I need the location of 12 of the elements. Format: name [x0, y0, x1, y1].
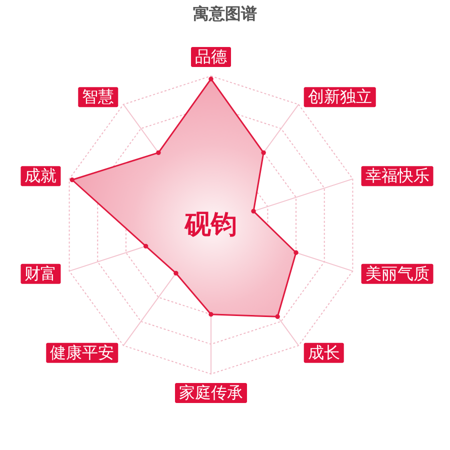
spoke-label: 成就 — [24, 166, 57, 186]
chart-title: 寓意图谱 — [193, 4, 257, 23]
spoke-label: 家庭传承 — [179, 383, 243, 402]
spoke-label: 幸福快乐 — [365, 166, 430, 186]
text: 砚钧 — [184, 210, 237, 240]
spoke-label: 健康平安 — [50, 342, 114, 362]
spoke-label: 美丽气质 — [365, 264, 430, 283]
spoke-label: 创新独立 — [308, 87, 372, 106]
spoke-label: 成长 — [308, 342, 340, 362]
spoke-label: 财富 — [24, 264, 57, 283]
spoke-label: 智慧 — [82, 87, 114, 106]
spoke-label: 品德 — [195, 47, 227, 66]
